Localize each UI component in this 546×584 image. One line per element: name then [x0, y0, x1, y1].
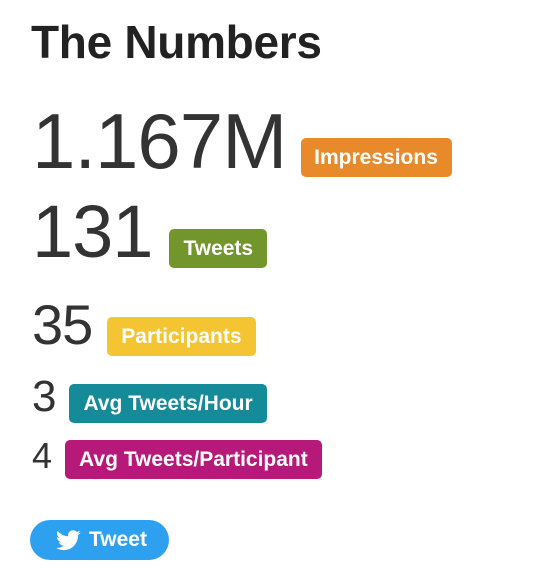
page-title: The Numbers: [31, 16, 322, 68]
stat-tweets: 131 Tweets: [32, 190, 268, 273]
twitter-bird-icon: [56, 529, 81, 550]
stat-value: 1.167M: [32, 97, 287, 185]
stat-avg-tweets-hour: 3 Avg Tweets/Hour: [32, 370, 267, 424]
tweet-button[interactable]: Tweet: [30, 520, 169, 560]
stat-badge-participants: Participants: [107, 317, 256, 356]
stat-badge-avg-tweets-hour: Avg Tweets/Hour: [69, 384, 267, 423]
stat-badge-impressions: Impressions: [301, 138, 452, 177]
stat-badge-avg-tweets-participant: Avg Tweets/Participant: [65, 440, 322, 479]
stat-value: 3: [32, 372, 57, 421]
stat-impressions: 1.167M Impressions: [32, 96, 452, 186]
stat-badge-tweets: Tweets: [169, 229, 268, 268]
stat-value: 35: [32, 293, 93, 356]
stat-participants: 35 Participants: [32, 292, 256, 358]
stat-value: 4: [32, 435, 52, 476]
tweet-button-label: Tweet: [89, 528, 147, 551]
stat-avg-tweets-participant: 4 Avg Tweets/Participant: [32, 432, 322, 480]
stat-value: 131: [32, 190, 153, 273]
